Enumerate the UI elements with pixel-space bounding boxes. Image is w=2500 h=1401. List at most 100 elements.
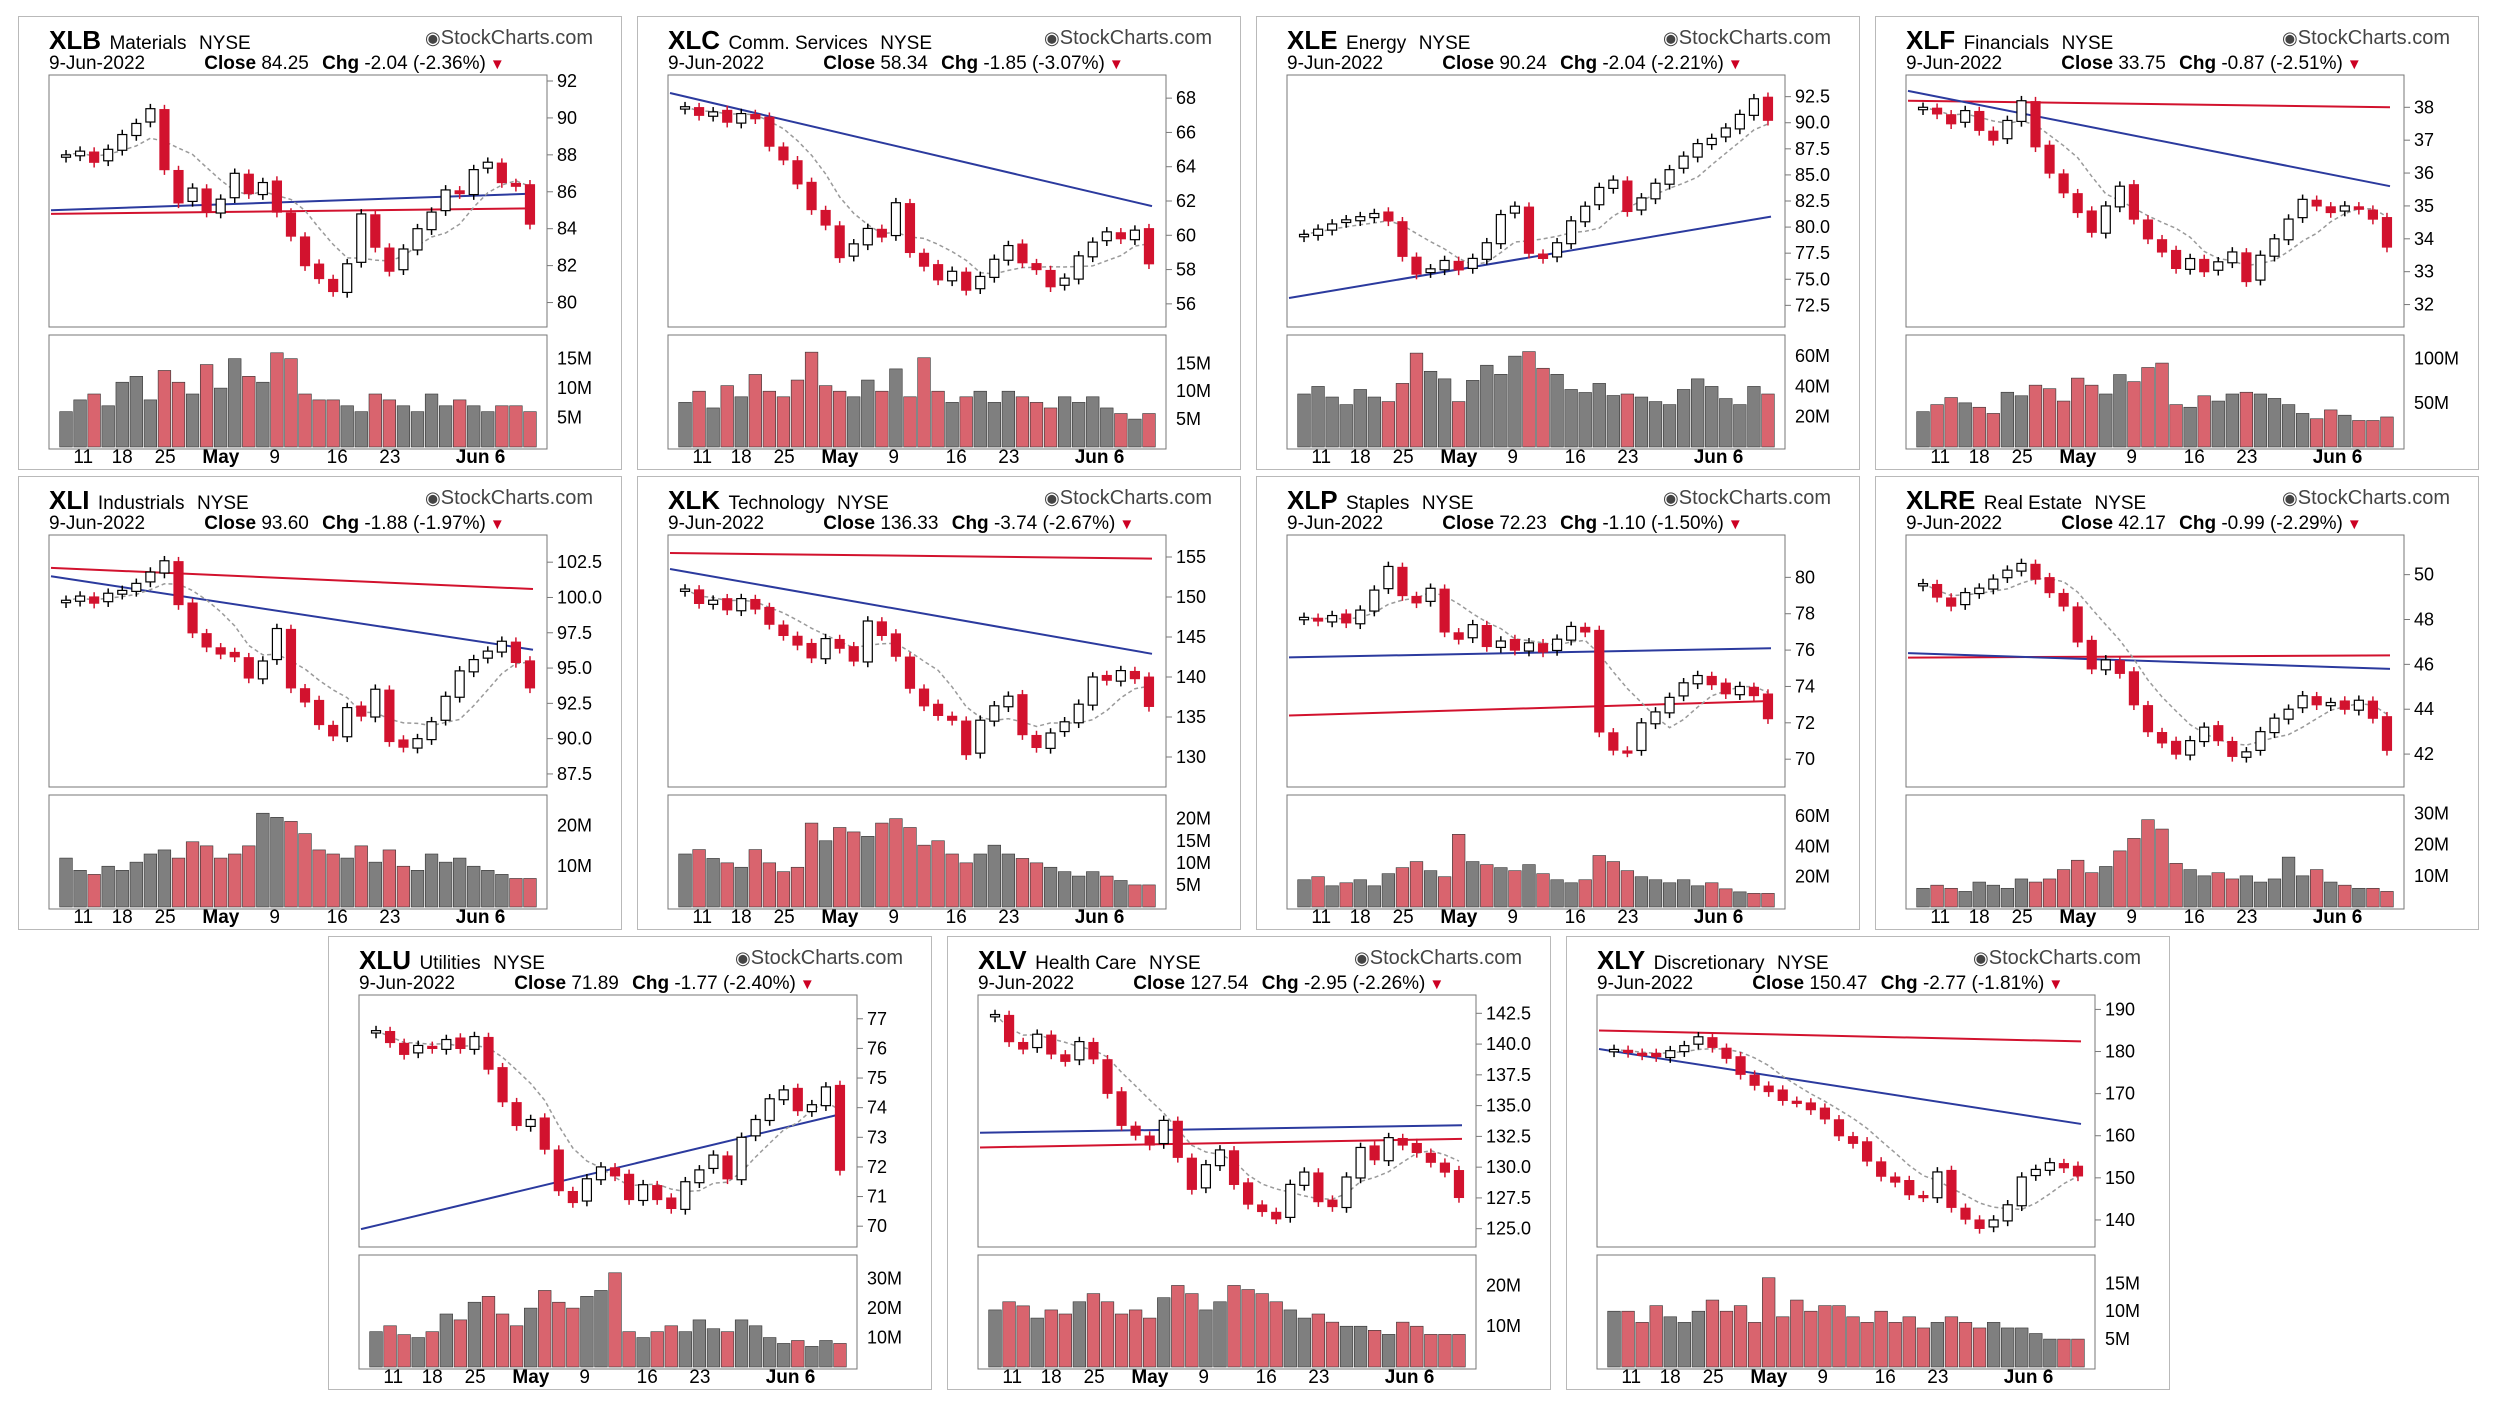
down-arrow-icon: ▼ — [2346, 516, 2362, 533]
candle-down — [2114, 660, 2125, 674]
y-tick-label: 76 — [1795, 640, 1815, 660]
candle-up — [1566, 220, 1577, 245]
candle-up — [1383, 565, 1394, 590]
y-tick-label: 82.5 — [1795, 191, 1830, 211]
volume-bar — [438, 405, 453, 448]
chart-panel-xlc[interactable]: XLC Comm. Services NYSE ◉StockCharts.com… — [637, 16, 1241, 470]
candle-down — [2381, 716, 2393, 751]
chart-panel-xle[interactable]: XLE Energy NYSE ◉StockCharts.com 9-Jun-2… — [1256, 16, 1860, 470]
chart-panel-xlb[interactable]: XLB Materials NYSE ◉StockCharts.com 9-Ju… — [18, 16, 622, 470]
chart-panel-xlu[interactable]: XLU Utilities NYSE ◉StockCharts.com 9-Ju… — [328, 936, 932, 1390]
candle-down — [1481, 624, 1492, 648]
chart-panel-xlp[interactable]: XLP Staples NYSE ◉StockCharts.com 9-Jun-… — [1256, 476, 1860, 930]
volume-bar — [1353, 1325, 1368, 1368]
stockcharts-logo: ◉StockCharts.com — [2282, 27, 2450, 50]
volume-plot-frame — [977, 1254, 1477, 1370]
ma-50-line — [50, 192, 534, 212]
volume-bar — [1395, 383, 1410, 448]
candle-down — [1580, 626, 1591, 633]
volume-bar — [2042, 878, 2057, 908]
volume-bar — [1269, 1301, 1283, 1368]
y-tick-label: 97.5 — [557, 623, 592, 643]
candle-down — [243, 657, 254, 679]
volume-bar — [369, 1331, 383, 1368]
volume-bar — [1804, 1310, 1818, 1368]
volume-bar — [580, 1296, 594, 1368]
x-axis-label: 16 — [946, 907, 967, 928]
volume-bar — [2225, 878, 2239, 908]
ticker-symbol: XLF — [1906, 25, 1956, 55]
candle-up — [1032, 1033, 1043, 1049]
close-value: 90.24 — [1499, 53, 1547, 74]
candle-down — [1017, 243, 1028, 264]
copyright-icon: ◉ — [425, 28, 441, 48]
chg-label: Chg — [322, 513, 360, 534]
candle-up — [680, 1181, 691, 1210]
x-axis-label: 16 — [1565, 907, 1586, 928]
volume-bar — [467, 1301, 482, 1368]
volume-bar — [2169, 404, 2183, 448]
y-tick-label: 102.5 — [557, 552, 602, 572]
close-value: 58.34 — [880, 53, 928, 74]
candle-up — [975, 719, 986, 754]
x-axis-label: 18 — [422, 1367, 443, 1388]
candle-down — [1102, 1059, 1113, 1094]
close-value: 150.47 — [1809, 973, 1868, 994]
candle-up — [1214, 1149, 1226, 1167]
volume-bar — [1986, 1322, 2001, 1368]
close-label: Close — [823, 513, 876, 534]
candle-up — [187, 187, 198, 203]
volume-bar — [1606, 861, 1620, 908]
candle-up — [496, 640, 507, 653]
chart-panel-xlre[interactable]: XLRE Real Estate NYSE ◉StockCharts.com 9… — [1875, 476, 2479, 930]
candle-up — [1608, 1048, 1620, 1053]
chart-panel-xlk[interactable]: XLK Technology NYSE ◉StockCharts.com 9-J… — [637, 476, 1241, 930]
volume-bar — [312, 399, 326, 448]
candle-down — [1172, 1120, 1183, 1158]
exchange-label: NYSE — [2094, 493, 2147, 514]
chart-panel-xlf[interactable]: XLF Financials NYSE ◉StockCharts.com 9-J… — [1875, 16, 2479, 470]
candle-up — [413, 1044, 424, 1054]
x-axis-label: 25 — [155, 447, 176, 468]
candle-up — [820, 638, 831, 660]
candle-up — [412, 738, 423, 749]
candle-down — [356, 705, 367, 717]
volume-bar — [903, 827, 917, 908]
price-plot-frame — [358, 994, 858, 1248]
candle-down — [1383, 211, 1394, 222]
x-axis-label: 9 — [2126, 447, 2137, 468]
chart-panel-xli[interactable]: XLI Industrials NYSE ◉StockCharts.com 9-… — [18, 476, 622, 930]
volume-bar — [509, 405, 523, 448]
volume-plot-frame — [48, 794, 548, 910]
volume-bar — [2155, 828, 2169, 908]
volume-bar — [762, 862, 777, 908]
volume-bar — [256, 381, 270, 448]
volume-bar — [1410, 1325, 1424, 1368]
candle-down — [778, 146, 789, 161]
panel-title: XLB Materials NYSE — [49, 25, 619, 55]
x-axis-label: 16 — [2184, 447, 2205, 468]
chart-panel-xlv[interactable]: XLV Health Care NYSE ◉StockCharts.com 9-… — [947, 936, 1551, 1390]
candle-down — [1397, 1137, 1408, 1146]
volume-bar — [87, 874, 101, 908]
candle-down — [2072, 193, 2083, 214]
chart-panel-xly[interactable]: XLY Discretionary NYSE ◉StockCharts.com … — [1566, 936, 2170, 1390]
y-tick-label: 68 — [1176, 88, 1196, 108]
close-value: 136.33 — [880, 513, 939, 534]
candle-up — [862, 227, 873, 246]
candle-down — [2199, 258, 2210, 273]
candle-up — [2002, 569, 2013, 579]
volume-tick-label: 60M — [1795, 346, 1830, 366]
down-arrow-icon: ▼ — [1727, 516, 1743, 533]
candle-up — [468, 658, 479, 673]
candle-up — [1580, 205, 1591, 223]
volume-bar — [1522, 351, 1536, 448]
x-axis-label: 11 — [1311, 447, 1331, 468]
volume-bar — [481, 870, 495, 908]
quote-date: 9-Jun-2022 — [49, 513, 146, 534]
volume-bar — [1606, 395, 1620, 448]
volume-bar — [157, 849, 172, 908]
chg-label: Chg — [2179, 53, 2217, 74]
x-axis-label: 16 — [637, 1367, 658, 1388]
quote-date: 9-Jun-2022 — [359, 973, 456, 994]
